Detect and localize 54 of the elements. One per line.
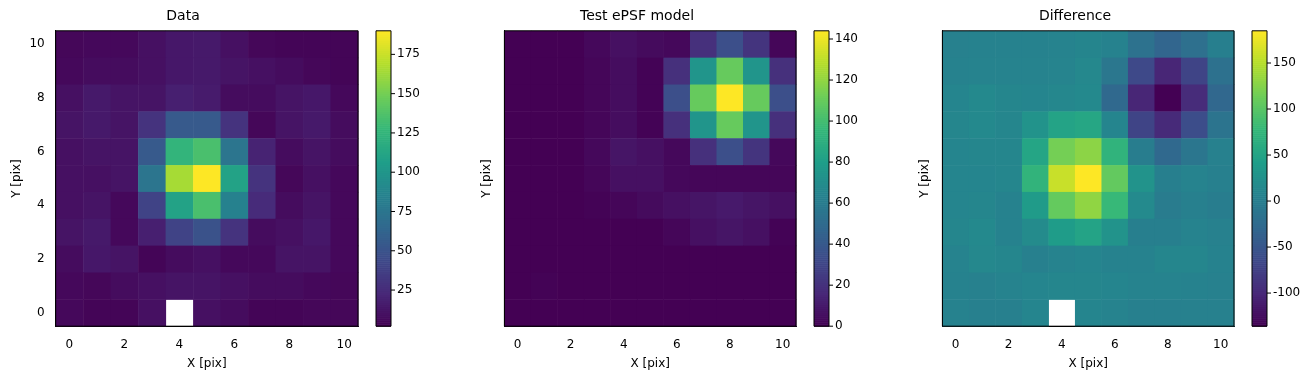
x-tick-label: 2: [120, 336, 129, 351]
chart-title: Difference: [1038, 7, 1112, 24]
color-bar-label: 80: [835, 154, 851, 169]
color-bar-label: 150: [1273, 55, 1296, 70]
y-axis-title: Y [pix]: [9, 159, 24, 199]
x-tick-label: 4: [175, 336, 184, 351]
x-tick-label: 8: [285, 336, 294, 351]
x-tick-label: 2: [566, 336, 575, 351]
color-bar-label: 140: [835, 31, 858, 46]
x-tick-label: 8: [1163, 336, 1172, 351]
color-bar-label: 175: [397, 46, 420, 61]
color-bar-label: 100: [397, 164, 420, 179]
x-tick-label: 10: [775, 336, 791, 351]
x-tick-label: 0: [513, 336, 522, 351]
color-bar-label: 100: [1273, 101, 1296, 116]
y-axis-title: Y [pix]: [479, 159, 494, 199]
x-tick-label: 6: [1110, 336, 1119, 351]
x-tick-label: 6: [230, 336, 239, 351]
x-axis-title: X [pix]: [1068, 355, 1108, 370]
x-tick-label: 4: [619, 336, 628, 351]
x-tick-label: 2: [1004, 336, 1013, 351]
x-tick-label: 6: [672, 336, 681, 351]
color-bar-label: 50: [397, 242, 413, 257]
y-tick-label: 4: [37, 197, 45, 212]
chart-title: Data: [166, 7, 200, 24]
x-tick-label: 8: [725, 336, 734, 351]
color-bar-label: 0: [835, 318, 843, 333]
x-tick-label: 0: [951, 336, 960, 351]
x-tick-label: 10: [336, 336, 352, 351]
color-bar-label: -50: [1273, 239, 1293, 254]
color-bar-label: 100: [835, 113, 858, 128]
color-bar-label: 60: [835, 195, 851, 210]
color-bar-label: 20: [835, 277, 851, 292]
x-axis-title: X [pix]: [630, 355, 670, 370]
chart-title: Test ePSF model: [578, 7, 695, 24]
color-bar-label: 50: [1273, 147, 1289, 162]
y-tick-label: 6: [37, 143, 45, 158]
y-tick-label: 8: [37, 90, 45, 105]
color-bar-label: -100: [1273, 285, 1301, 300]
color-bar-label: 75: [397, 203, 413, 218]
color-bar-label: 25: [397, 282, 413, 297]
x-tick-label: 10: [1213, 336, 1229, 351]
color-bar-label: 40: [835, 236, 851, 251]
color-bar-label: 150: [397, 85, 420, 100]
x-axis-title: X [pix]: [187, 355, 227, 370]
y-axis-title: Y [pix]: [917, 159, 932, 199]
x-tick-label: 0: [65, 336, 74, 351]
color-bar-label: 120: [835, 72, 858, 87]
color-bar-label: 125: [397, 125, 420, 140]
x-tick-label: 4: [1057, 336, 1066, 351]
y-tick-label: 0: [37, 304, 45, 319]
y-tick-label: 2: [37, 251, 45, 266]
y-tick-label: 10: [29, 36, 45, 51]
color-bar-label: 0: [1273, 193, 1281, 208]
